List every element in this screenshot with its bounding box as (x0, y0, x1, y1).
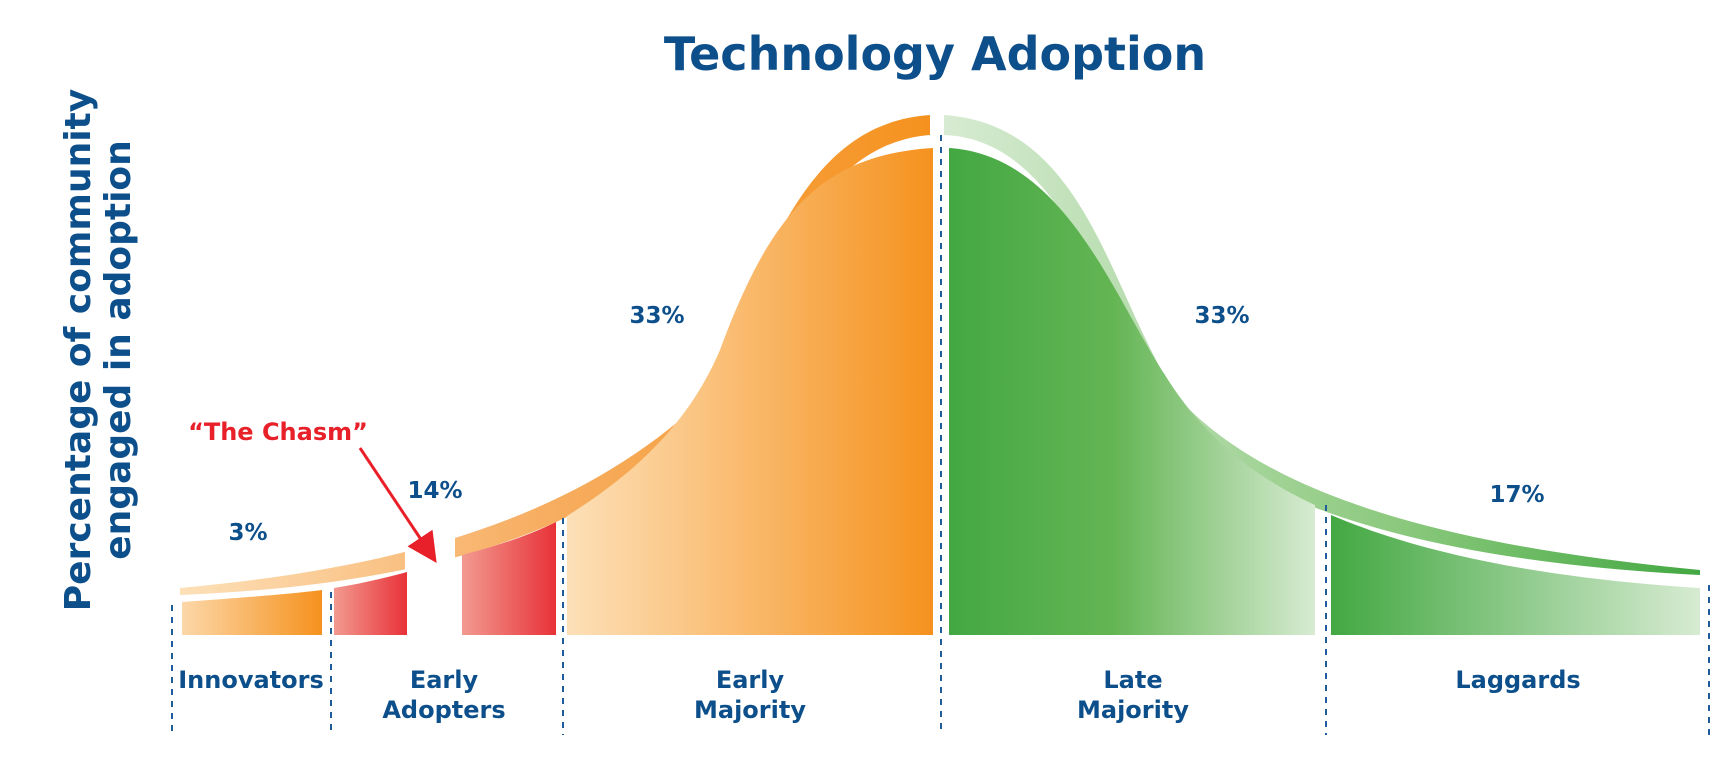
segment-label-early-adopters-line-1: Early (410, 666, 479, 694)
percent-label-early-adopters: 14% (407, 478, 462, 504)
percent-label-laggards: 17% (1489, 482, 1544, 508)
chasm-gap (405, 520, 455, 640)
segment-label-late-majority-line-2: Majority (1077, 696, 1189, 724)
segment-area-early-adopters-left (334, 572, 407, 635)
chasm-arrow (358, 447, 437, 563)
curve-rim-right (944, 115, 1700, 575)
segment-label-early-majority-line-1: Early (716, 666, 785, 694)
percent-label-late-majority: 33% (1194, 303, 1249, 329)
segment-area-laggards (1331, 515, 1700, 635)
segment-label-innovators: Innovators (178, 666, 324, 694)
segment-label-early-adopters-line-2: Adopters (382, 696, 505, 724)
curve-rim-left (180, 115, 930, 595)
segment-label-early-majority-line-2: Majority (694, 696, 806, 724)
percent-label-early-majority: 33% (629, 303, 684, 329)
page-title: Technology Adoption (664, 27, 1206, 81)
y-axis-label-line-2: engaged in adoption (98, 140, 139, 560)
segment-dividers (171, 135, 1710, 735)
segment-label-late-majority-line-1: Late (1103, 666, 1162, 694)
percent-label-innovators: 3% (228, 520, 267, 546)
y-axis-label-line-1: Percentage of community (58, 89, 99, 611)
segment-area-early-majority (567, 148, 933, 635)
y-axis-label: Percentage of community engaged in adopt… (58, 89, 139, 611)
segment-label-laggards: Laggards (1455, 666, 1580, 694)
segment-area-early-adopters-right (462, 522, 556, 635)
segment-area-innovators (182, 590, 322, 635)
segment-area-late-majority (949, 148, 1315, 635)
chasm-label: “The Chasm” (188, 418, 368, 446)
